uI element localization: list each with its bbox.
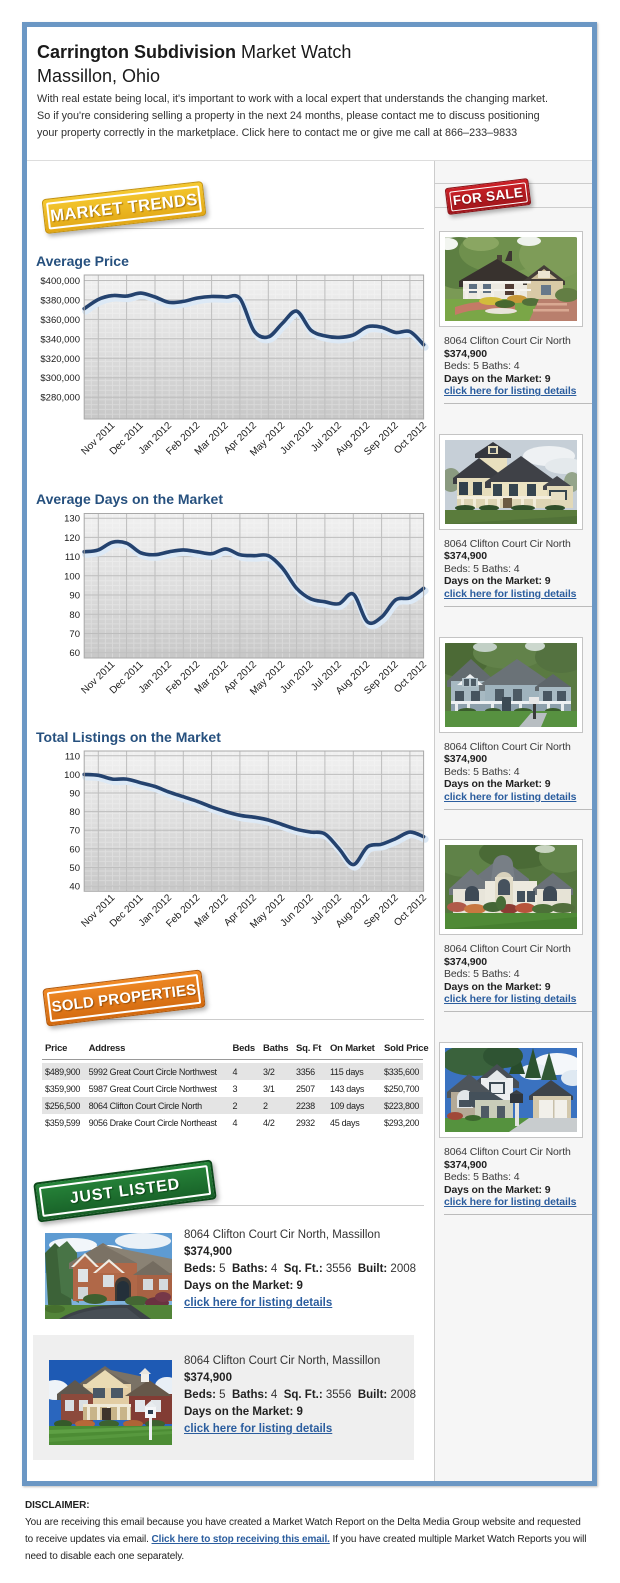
svg-text:130: 130 (64, 514, 80, 525)
svg-text:$380,000: $380,000 (40, 296, 80, 307)
svg-text:120: 120 (64, 533, 80, 544)
svg-text:60: 60 (69, 844, 80, 855)
svg-text:70: 70 (69, 826, 80, 837)
svg-text:$300,000: $300,000 (40, 373, 80, 384)
svg-text:$360,000: $360,000 (40, 315, 80, 326)
svg-text:$400,000: $400,000 (40, 276, 80, 287)
svg-text:50: 50 (69, 863, 80, 874)
svg-text:$280,000: $280,000 (40, 393, 80, 404)
svg-text:110: 110 (65, 751, 80, 762)
svg-text:80: 80 (69, 610, 80, 621)
svg-text:60: 60 (69, 648, 80, 659)
svg-text:90: 90 (69, 591, 80, 602)
svg-text:100: 100 (64, 571, 80, 582)
svg-text:$320,000: $320,000 (40, 354, 80, 365)
svg-text:$340,000: $340,000 (40, 334, 80, 345)
svg-text:80: 80 (69, 807, 80, 818)
svg-text:70: 70 (69, 629, 80, 640)
svg-text:100: 100 (64, 770, 80, 781)
svg-text:90: 90 (69, 789, 80, 800)
svg-text:40: 40 (69, 882, 80, 893)
svg-text:110: 110 (65, 552, 80, 563)
